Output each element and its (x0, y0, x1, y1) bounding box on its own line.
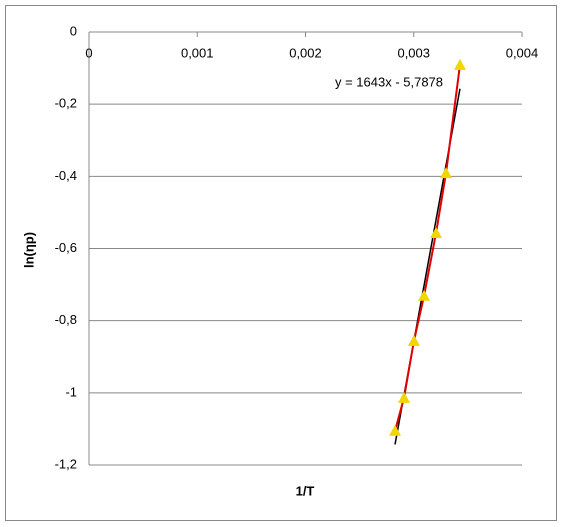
x-tick-label: 0,004 (506, 45, 539, 60)
y-tick-label: -1,2 (55, 456, 77, 471)
y-axis-title: ln(ηp) (21, 232, 36, 268)
marker (440, 167, 453, 179)
y-tick-label: -1 (65, 384, 77, 399)
y-tick-label: 0 (70, 23, 77, 38)
x-axis-title: 1/T (296, 483, 315, 498)
x-tick-label: 0,002 (289, 45, 322, 60)
x-tick-label: 0,003 (397, 45, 430, 60)
x-tick-label: 0 (85, 45, 92, 60)
chart-border (5, 5, 557, 521)
marker (389, 424, 402, 436)
marker (407, 334, 420, 346)
marker (453, 58, 466, 70)
y-tick-label: -0,2 (55, 96, 77, 111)
marker (398, 391, 411, 403)
marker (430, 226, 443, 238)
y-tick-label: -0,8 (55, 312, 77, 327)
y-tick-label: -0,6 (55, 240, 77, 255)
trendline-equation: y = 1643x - 5,7878 (335, 74, 443, 89)
y-tick-label: -0,4 (55, 168, 77, 183)
marker (418, 289, 431, 301)
x-tick-label: 0,001 (181, 45, 214, 60)
